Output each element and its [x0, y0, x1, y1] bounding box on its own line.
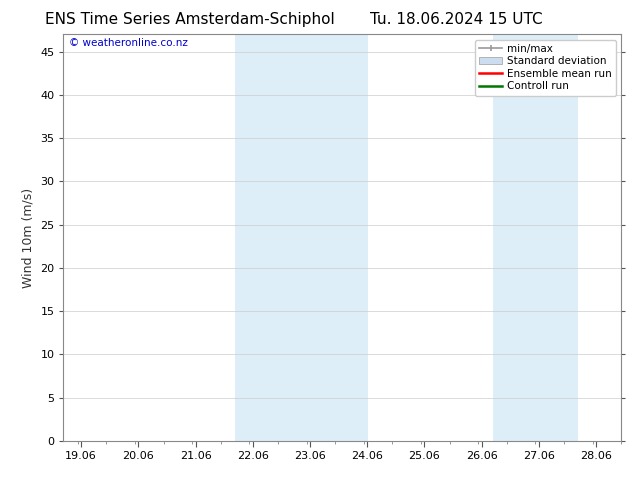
Bar [493, 34, 521, 441]
Y-axis label: Wind 10m (m/s): Wind 10m (m/s) [22, 188, 35, 288]
Bar [550, 34, 578, 441]
Bar [521, 34, 550, 441]
Text: Tu. 18.06.2024 15 UTC: Tu. 18.06.2024 15 UTC [370, 12, 543, 27]
Bar [235, 34, 264, 441]
Bar [321, 34, 368, 441]
Text: © weatheronline.co.nz: © weatheronline.co.nz [69, 38, 188, 49]
Bar [264, 34, 321, 441]
Legend: min/max, Standard deviation, Ensemble mean run, Controll run: min/max, Standard deviation, Ensemble me… [475, 40, 616, 96]
Text: ENS Time Series Amsterdam-Schiphol: ENS Time Series Amsterdam-Schiphol [45, 12, 335, 27]
